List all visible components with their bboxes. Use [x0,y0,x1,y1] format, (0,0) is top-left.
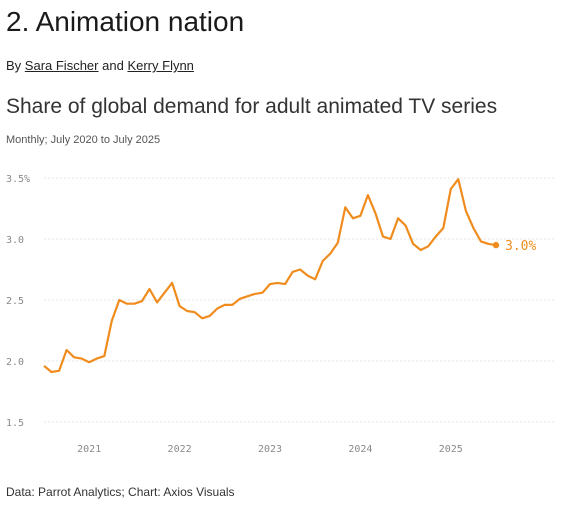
section-title: 2. Animation nation [6,6,245,37]
y-tick-label: 2.0 [6,357,24,368]
chart-title: Share of global demand for adult animate… [6,95,498,118]
chart-subtitle: Monthly; July 2020 to July 2025 [6,134,161,146]
line-chart: 1.5 2.0 2.5 3.0 3.5% 2021 2022 2023 2024 2025 3.0% [6,174,555,455]
author-link-2[interactable]: Kerry Flynn [127,58,194,73]
y-tick-label: 3.0 [6,235,24,246]
y-tick-label: 3.5% [6,174,30,185]
byline-and: and [102,58,124,73]
byline: By Sara Fischer and Kerry Flynn [6,58,194,73]
end-point-marker [492,241,500,249]
x-tick-label: 2024 [348,444,372,455]
x-tick-label: 2021 [77,444,101,455]
source-note: Data: Parrot Analytics; Chart: Axios Vis… [6,485,235,499]
byline-prefix: By [6,58,22,73]
author-link-1[interactable]: Sara Fischer [24,58,99,73]
x-tick-label: 2025 [439,444,463,455]
end-value-label: 3.0% [505,239,536,254]
series-line [43,178,497,374]
y-tick-label: 2.5 [6,296,24,307]
x-tick-label: 2023 [258,444,282,455]
x-tick-label: 2022 [168,444,192,455]
y-tick-label: 1.5 [6,418,24,429]
